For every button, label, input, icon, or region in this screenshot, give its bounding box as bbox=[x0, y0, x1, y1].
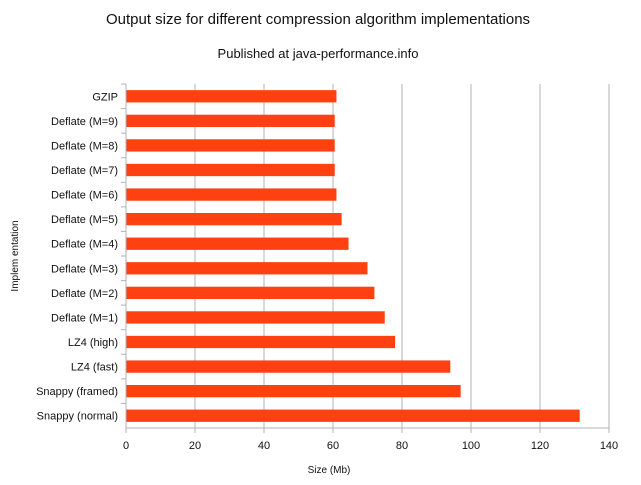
bar-3 bbox=[126, 163, 335, 177]
bar-9 bbox=[126, 311, 385, 324]
category-label-7: Deflate (M=3) bbox=[51, 263, 118, 275]
category-label-6: Deflate (M=4) bbox=[51, 239, 118, 251]
category-label-12: Snappy (framed) bbox=[36, 386, 118, 398]
bar-2 bbox=[126, 139, 335, 152]
x-tick-label-7: 140 bbox=[600, 440, 618, 452]
x-tick-label-3: 60 bbox=[327, 440, 339, 452]
category-label-5: Deflate (M=5) bbox=[51, 214, 118, 226]
x-tick-label-6: 120 bbox=[531, 440, 549, 452]
y-axis-label: Implem entation bbox=[10, 220, 21, 291]
category-label-11: LZ4 (fast) bbox=[71, 362, 118, 374]
bar-0 bbox=[126, 90, 337, 103]
category-label-1: Deflate (M=9) bbox=[51, 116, 118, 128]
bar-1 bbox=[126, 114, 335, 127]
x-tick-label-4: 80 bbox=[396, 440, 408, 452]
category-label-9: Deflate (M=1) bbox=[51, 312, 118, 324]
x-tick-label-1: 20 bbox=[189, 440, 201, 452]
bar-4 bbox=[126, 188, 337, 201]
bar-11 bbox=[126, 360, 451, 373]
x-tick-label-5: 100 bbox=[462, 440, 480, 452]
bar-6 bbox=[126, 237, 349, 250]
bar-7 bbox=[126, 262, 368, 275]
chart-title: Output size for different compression al… bbox=[106, 11, 530, 28]
bar-10 bbox=[126, 335, 396, 349]
x-gridlines bbox=[194, 84, 610, 428]
category-label-2: Deflate (M=8) bbox=[51, 140, 118, 152]
x-tick-labels: 0 20 40 60 80 100 120 140 bbox=[123, 440, 618, 452]
category-labels: GZIP Deflate (M=9) Deflate (M=8) Deflate (M… bbox=[36, 91, 118, 422]
category-label-4: Deflate (M=6) bbox=[51, 190, 118, 202]
category-label-10: LZ4 (high) bbox=[68, 337, 118, 349]
chart-subtitle: Published at java-performance.info bbox=[218, 46, 419, 61]
axes bbox=[121, 83, 610, 433]
bar-8 bbox=[126, 286, 375, 299]
category-label-0: GZIP bbox=[92, 91, 118, 103]
category-label-3: Deflate (M=7) bbox=[51, 165, 118, 177]
bar-12 bbox=[126, 385, 461, 398]
bar-13 bbox=[126, 409, 580, 422]
bars bbox=[126, 90, 580, 422]
bar-5 bbox=[126, 213, 342, 226]
x-axis-label: Size (Mb) bbox=[308, 465, 351, 476]
x-tick-label-2: 40 bbox=[258, 440, 270, 452]
category-label-8: Deflate (M=2) bbox=[51, 288, 118, 300]
x-tick-label-0: 0 bbox=[123, 440, 129, 452]
category-label-13: Snappy (normal) bbox=[37, 411, 118, 423]
